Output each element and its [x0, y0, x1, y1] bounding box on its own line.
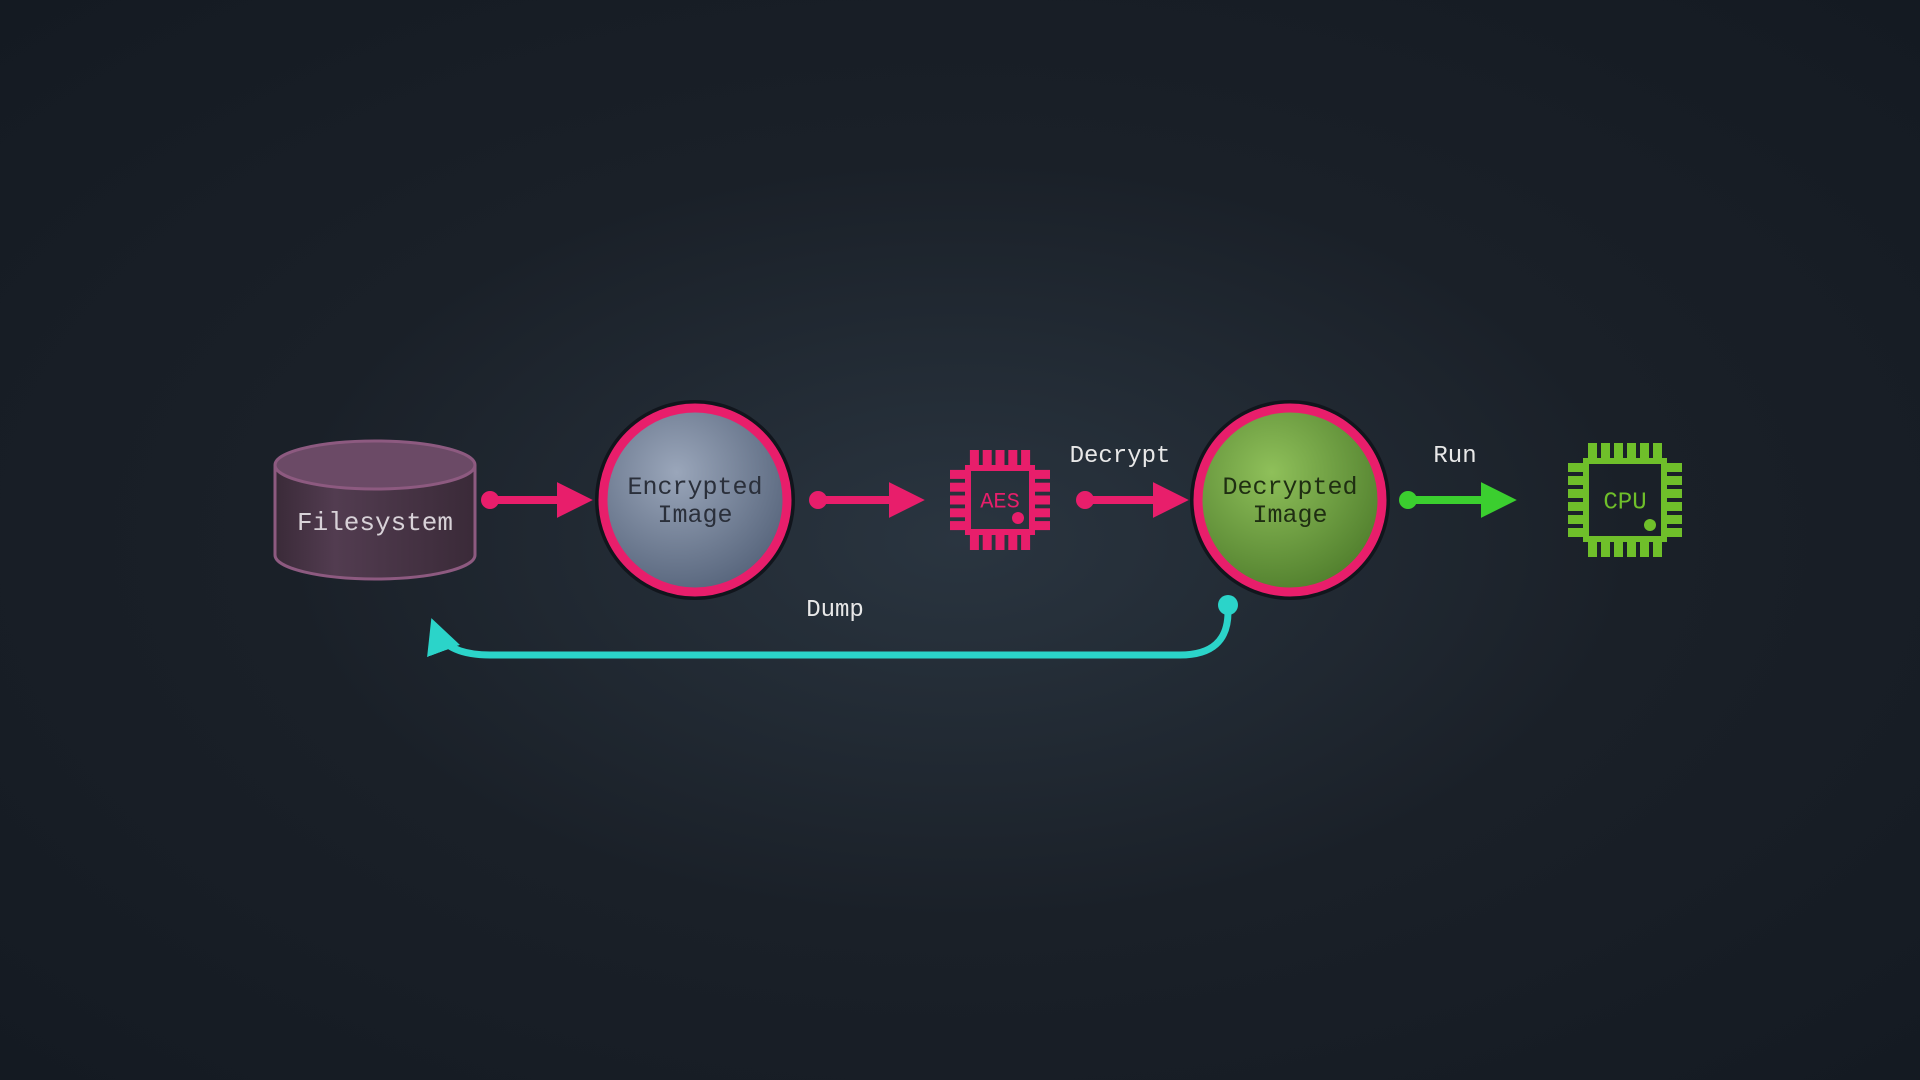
edge-fs-to-enc [481, 491, 582, 509]
decrypted-label-2: Image [1252, 501, 1327, 530]
aes-label: AES [980, 490, 1020, 515]
node-cpu: CPU [1568, 443, 1682, 557]
decrypt-label: Decrypt [1070, 443, 1171, 470]
node-aes: AES [950, 450, 1050, 550]
edge-dec-to-cpu: Run [1399, 443, 1506, 509]
diagram-canvas: Filesystem Encrypted Image AES Decrypted… [0, 0, 1920, 1080]
encrypted-label-2: Image [657, 501, 732, 530]
edge-enc-to-aes [809, 491, 914, 509]
node-decrypted: Decrypted Image [1190, 400, 1390, 600]
cpu-label: CPU [1603, 489, 1646, 516]
decrypted-label-1: Decrypted [1222, 473, 1357, 502]
node-filesystem: Filesystem [275, 441, 475, 579]
encrypted-label-1: Encrypted [627, 473, 762, 502]
filesystem-label: Filesystem [297, 508, 453, 538]
edge-aes-to-dec: Decrypt [1070, 443, 1178, 509]
edge-dump: Dump [435, 595, 1238, 655]
node-encrypted: Encrypted Image [595, 400, 795, 600]
run-label: Run [1433, 443, 1476, 470]
dump-label: Dump [806, 597, 864, 624]
